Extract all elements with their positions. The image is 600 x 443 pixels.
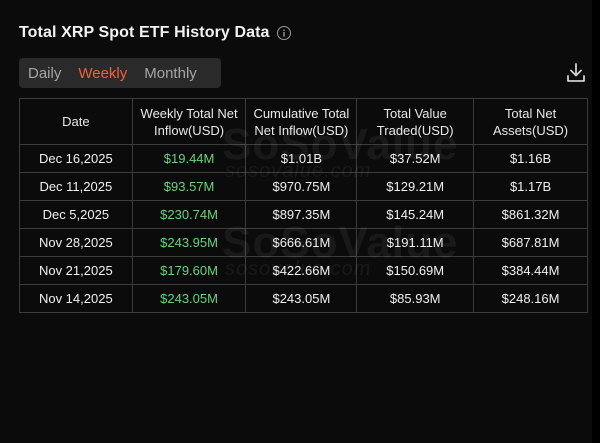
cell-net-assets: $1.17B (473, 172, 588, 201)
cell-value-traded: $145.24M (356, 200, 475, 229)
history-table: Date Weekly Total Net Inflow(USD) Cumula… (19, 98, 588, 313)
col-header-date: Date (19, 98, 133, 145)
cell-weekly-inflow: $19.44M (131, 144, 247, 173)
cell-cumulative-inflow: $897.35M (245, 200, 358, 229)
cell-weekly-inflow: $230.74M (131, 200, 247, 229)
cell-net-assets: $1.16B (473, 144, 588, 173)
tab-monthly[interactable]: Monthly (144, 64, 197, 82)
table-row: Dec 5,2025 $230.74M $897.35M $145.24M $8… (19, 200, 588, 229)
cell-weekly-inflow: $243.95M (131, 228, 247, 257)
cell-value-traded: $37.52M (356, 144, 475, 173)
col-header-weekly-inflow: Weekly Total Net Inflow(USD) (131, 98, 247, 145)
col-header-value-traded: Total Value Traded(USD) (356, 98, 475, 145)
cell-date: Nov 28,2025 (19, 228, 133, 257)
title-row: Total XRP Spot ETF History Data (19, 22, 291, 44)
cell-date: Nov 21,2025 (19, 256, 133, 285)
tab-daily[interactable]: Daily (28, 64, 62, 82)
cell-net-assets: $687.81M (473, 228, 588, 257)
cell-date: Nov 14,2025 (19, 284, 133, 313)
cell-cumulative-inflow: $970.75M (245, 172, 358, 201)
table-row: Nov 14,2025 $243.05M $243.05M $85.93M $2… (19, 284, 588, 313)
cell-weekly-inflow: $179.60M (131, 256, 247, 285)
download-icon[interactable] (565, 62, 587, 84)
cell-cumulative-inflow: $1.01B (245, 144, 358, 173)
cell-value-traded: $150.69M (356, 256, 475, 285)
window-edge (592, 0, 600, 443)
cell-net-assets: $248.16M (473, 284, 588, 313)
period-tabs: Daily Weekly Monthly (19, 58, 221, 88)
table-row: Nov 28,2025 $243.95M $666.61M $191.11M $… (19, 228, 588, 257)
col-header-net-assets: Total Net Assets(USD) (473, 98, 588, 145)
cell-value-traded: $129.21M (356, 172, 475, 201)
cell-weekly-inflow: $93.57M (131, 172, 247, 201)
cell-net-assets: $384.44M (473, 256, 588, 285)
cell-date: Dec 5,2025 (19, 200, 133, 229)
tab-weekly[interactable]: Weekly (78, 64, 128, 82)
cell-cumulative-inflow: $666.61M (245, 228, 358, 257)
cell-date: Dec 16,2025 (19, 144, 133, 173)
cell-cumulative-inflow: $243.05M (245, 284, 358, 313)
cell-date: Dec 11,2025 (19, 172, 133, 201)
table-row: Nov 21,2025 $179.60M $422.66M $150.69M $… (19, 256, 588, 285)
table-row: Dec 16,2025 $19.44M $1.01B $37.52M $1.16… (19, 144, 588, 173)
panel-title: Total XRP Spot ETF History Data (19, 24, 270, 41)
cell-net-assets: $861.32M (473, 200, 588, 229)
info-icon[interactable] (276, 26, 291, 40)
cell-value-traded: $191.11M (356, 228, 475, 257)
cell-value-traded: $85.93M (356, 284, 475, 313)
cell-weekly-inflow: $243.05M (131, 284, 247, 313)
table-header-row: Date Weekly Total Net Inflow(USD) Cumula… (19, 98, 588, 145)
table-row: Dec 11,2025 $93.57M $970.75M $129.21M $1… (19, 172, 588, 201)
col-header-cumulative-inflow: Cumulative Total Net Inflow(USD) (245, 98, 358, 145)
cell-cumulative-inflow: $422.66M (245, 256, 358, 285)
